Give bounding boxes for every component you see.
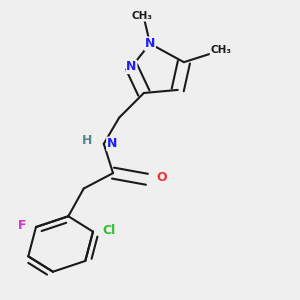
Text: CH₃: CH₃ [132, 11, 153, 21]
Text: F: F [18, 219, 27, 232]
Text: N: N [145, 37, 155, 50]
Text: Cl: Cl [103, 224, 116, 237]
Text: O: O [156, 171, 167, 184]
Text: CH₃: CH₃ [210, 45, 231, 55]
Text: N: N [126, 60, 137, 73]
Text: H: H [82, 134, 92, 147]
Text: N: N [107, 137, 117, 150]
